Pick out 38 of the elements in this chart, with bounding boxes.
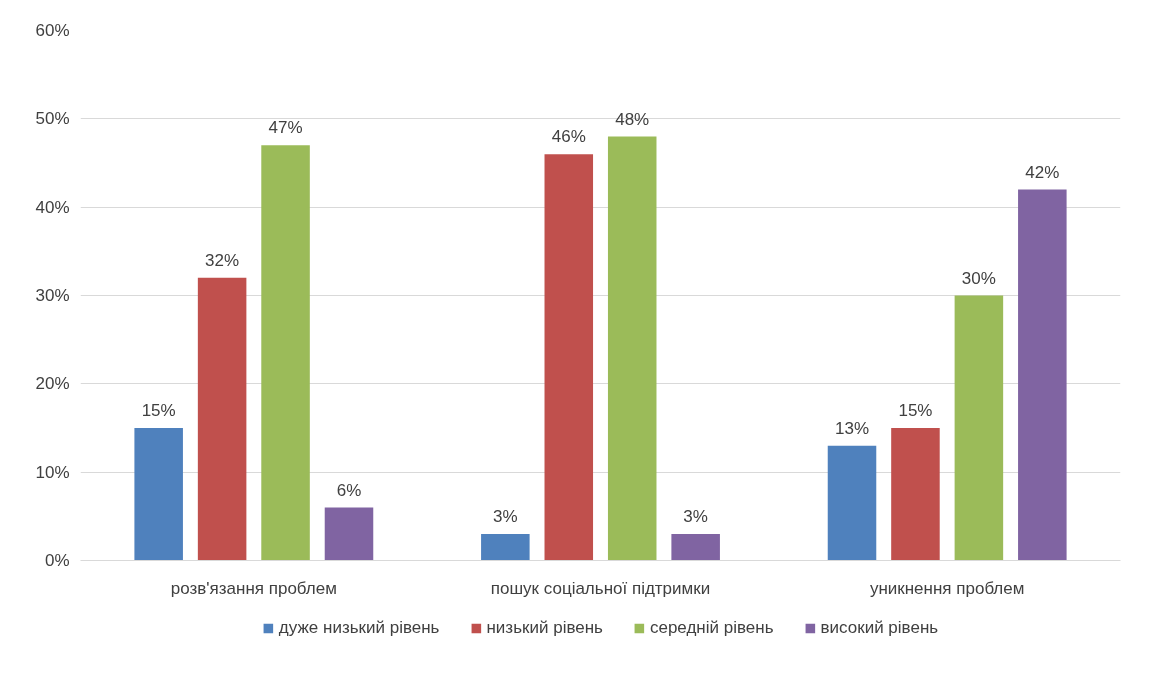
y-tick-label: 60% [35,21,70,40]
legend-label: дуже низький рівень [278,618,440,638]
legend-label: високий рівень [820,618,939,638]
bar [197,277,247,561]
bar [261,145,310,561]
y-tick-label: 10% [35,462,70,482]
y-tick-label: 0% [44,551,70,570]
data-label: 48% [615,109,650,129]
bar [954,295,1004,561]
bar [544,154,594,561]
data-label: 15% [898,401,933,420]
bar [134,428,183,561]
y-tick-label: 30% [35,286,70,305]
y-tick-label: 50% [35,109,70,129]
x-tick-label: розв'язання проблем [170,578,337,598]
legend-label: низький рівень [486,618,603,638]
data-label: 6% [336,480,362,500]
data-label: 46% [551,127,586,147]
data-label: 3% [493,507,518,526]
data-label: 42% [1025,162,1060,182]
y-tick-label: 20% [35,374,70,394]
legend-label: середній рівень [649,618,774,638]
bar [671,534,720,561]
bar [607,136,657,561]
bar [481,534,530,561]
bar [324,507,374,561]
bar [1018,189,1067,561]
data-label: 15% [141,401,176,420]
data-label: 13% [834,418,870,438]
data-label: 3% [683,507,708,526]
data-label: 47% [268,118,303,138]
x-tick-label: пошук соціальної підтримки [490,578,711,598]
y-tick-label: 40% [35,197,70,217]
data-label: 32% [205,250,240,270]
x-tick-label: уникнення проблем [869,578,1025,598]
bar [827,445,877,561]
bar [891,428,940,561]
data-label: 30% [961,268,996,288]
